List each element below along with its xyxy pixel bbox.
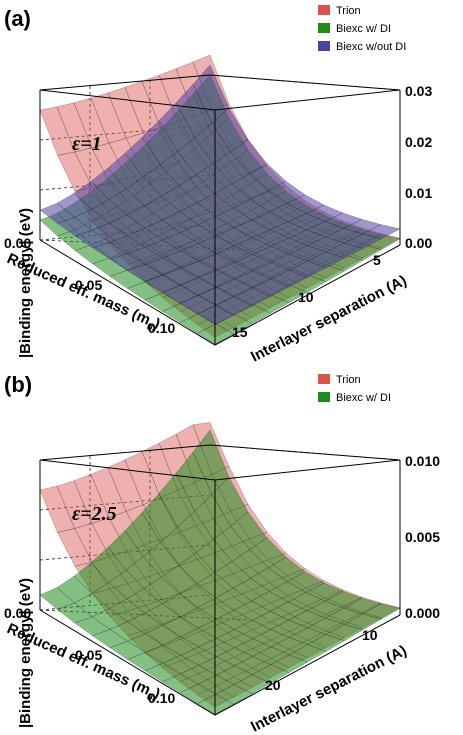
- panel-a-surfaces: [39, 54, 401, 345]
- x-tick-label: 0.00: [4, 235, 31, 251]
- z-tick-label: 0.01: [405, 185, 432, 201]
- surface-patch: [90, 92, 127, 144]
- y-tick-label: 20: [265, 677, 281, 693]
- panel-a: (a) Trion Biexc w/ DI Biexc w/out DI: [4, 5, 432, 366]
- surface-patch: [90, 467, 127, 519]
- y-tick-label: 15: [232, 324, 248, 340]
- legend-swatch-trion: [318, 374, 330, 384]
- panel-a-y-ticks: 5 10 15: [232, 252, 381, 340]
- x-tick-label: 0.10: [148, 320, 175, 336]
- panel-b-annotation: ε=2.5: [72, 503, 117, 525]
- panel-a-z-axis-label: |Binding energy| (eV): [17, 208, 34, 358]
- surface-patch: [56, 102, 93, 153]
- legend-label-biexc-nodi: Biexc w/out DI: [336, 41, 406, 53]
- surface-biexc-w-out-di: [39, 64, 401, 325]
- z-tick-label: 0.03: [405, 83, 432, 99]
- panel-b-surfaces: [39, 422, 401, 715]
- z-tick-label: 0.02: [405, 134, 432, 150]
- z-tick-label: 0.000: [405, 605, 440, 621]
- panel-b-z-axis-label: |Binding energy| (eV): [17, 578, 34, 728]
- surface-patch: [107, 459, 144, 512]
- surface-biexc-w-di: [39, 429, 401, 715]
- y-tick-label: 10: [362, 627, 378, 643]
- surface-patch: [39, 485, 76, 533]
- surface-patch: [56, 480, 93, 529]
- z-tick-label: 0.010: [405, 453, 440, 469]
- panel-a-x-ticks: 0.00 0.05 0.10: [4, 235, 175, 336]
- legend-swatch-trion: [318, 5, 330, 15]
- panel-a-box: [39, 74, 401, 346]
- panel-a-legend: Trion Biexc w/ DI Biexc w/out DI: [318, 5, 406, 53]
- surface-patch: [39, 106, 76, 156]
- panel-a-annotation: ε=1: [72, 133, 102, 155]
- legend-label-trion: Trion: [336, 374, 361, 386]
- panel-b: (b) Trion Biexc w/ DI ε=2.5 0.010: [4, 372, 440, 735]
- legend-swatch-biexc-nodi: [318, 41, 330, 51]
- panel-b-label: (b): [4, 372, 32, 397]
- y-tick-label: 10: [298, 289, 314, 305]
- legend-swatch-biexc-di: [318, 23, 330, 33]
- x-tick-label: 0.05: [75, 647, 102, 663]
- x-tick-label: 0.10: [148, 690, 175, 706]
- surface-patch: [107, 86, 144, 139]
- y-tick-label: 5: [373, 252, 381, 268]
- legend-label-trion: Trion: [336, 5, 361, 17]
- x-tick-label: 0.00: [4, 605, 31, 621]
- legend-swatch-biexc-di: [318, 392, 330, 402]
- surface-patch: [73, 474, 110, 524]
- panel-b-y-ticks: 10 20: [265, 627, 378, 693]
- panel-b-z-ticks: 0.010 0.005 0.000: [405, 453, 440, 621]
- panel-b-x-ticks: 0.00 0.05 0.10: [4, 605, 175, 706]
- panel-b-box: [39, 444, 401, 716]
- panel-a-z-ticks: 0.03 0.02 0.01 0.00: [405, 83, 432, 251]
- z-tick-label: 0.00: [405, 235, 432, 251]
- legend-label-biexc-di: Biexc w/ DI: [336, 23, 391, 35]
- legend-label-biexc-di: Biexc w/ DI: [336, 392, 391, 404]
- panel-b-legend: Trion Biexc w/ DI: [318, 374, 391, 404]
- panel-a-label: (a): [4, 6, 31, 31]
- surface-patch: [73, 97, 110, 149]
- x-tick-label: 0.05: [75, 277, 102, 293]
- z-tick-label: 0.005: [405, 529, 440, 545]
